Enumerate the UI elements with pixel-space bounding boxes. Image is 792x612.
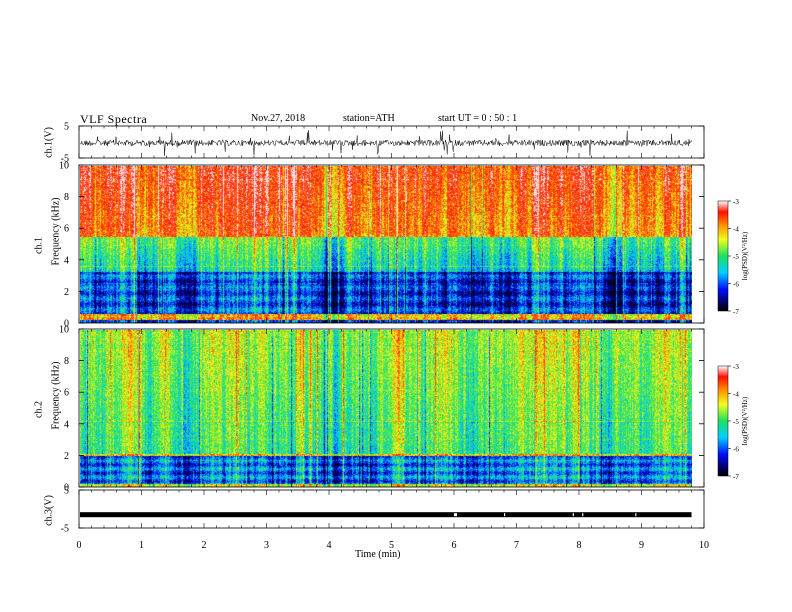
ch2-spec-label-top: ch.2 [33, 401, 45, 418]
ch2-spectrogram-panel: 0 2 4 6 8 10 [59, 325, 705, 494]
ch3-wave-y-tick-label: -5 [61, 524, 69, 535]
ch1-waveform-panel: 5 -5 [61, 122, 705, 165]
ch3-waveform-gap [454, 513, 457, 517]
x-tick-label: 9 [639, 540, 644, 551]
ch2-spectrogram-y-tick-label: 6 [64, 388, 69, 399]
ch2-colorbar-tick-label: -4 [733, 391, 739, 399]
ch2-colorbar: -3 -4 -5 -6 -7 [717, 363, 739, 481]
ch1-voltage-label: ch.1(V) [43, 127, 55, 158]
ch2-spectrogram-y-tick-label: 2 [64, 451, 69, 462]
x-tick-label: 7 [514, 540, 519, 551]
start-time-label: start UT = 0 : 50 : 1 [438, 113, 518, 124]
ch1-colorbar-tick-label: -7 [733, 308, 739, 316]
ch1-spectrogram-y-tick-label: 2 [64, 287, 69, 298]
ch1-colorbar-tick-label: -4 [733, 226, 739, 234]
ch1-spectrogram-y-tick-label: 6 [64, 224, 69, 235]
ch1-spectrogram-image [79, 165, 692, 323]
ch3-waveform-frame [78, 489, 705, 529]
ch1-colorbar: -3 -4 -5 -6 -7 [717, 198, 739, 316]
ch1-spectrogram-canvas [79, 165, 692, 323]
ch1-spectrogram-y-tick-label: 8 [64, 192, 69, 203]
ch3-waveform-gap [504, 513, 506, 517]
ch1-frequency-label: Frequency (kHz) [50, 197, 62, 266]
x-tick-label: 0 [77, 540, 82, 551]
ch2-frequency-label: Frequency (kHz) [50, 361, 62, 430]
x-tick-label: 2 [202, 540, 207, 551]
x-tick-label: 4 [327, 540, 332, 551]
ch1-wave-y-tick-label: 5 [64, 122, 69, 133]
chart-title: VLF Spectra [80, 112, 148, 126]
ch1-colorbar-tick-label: -6 [733, 281, 739, 289]
x-tick-label: 8 [577, 540, 582, 551]
ch2-spectrogram-image [79, 329, 692, 487]
ch2-colorbar-bar [717, 365, 729, 477]
ch3-waveform-panel: 5 -5 [61, 486, 705, 535]
ch2-colorbar-tick-label: -6 [733, 446, 739, 454]
x-axis: 0 1 2 3 4 5 6 7 8 9 10 [77, 540, 710, 551]
ch2-colorbar-tick-label: -7 [733, 473, 739, 481]
ch1-spectrogram-y-tick-label: 4 [64, 255, 69, 266]
ch3-voltage-label: ch.3(V) [43, 495, 55, 526]
ch1-colorbar-bar [717, 200, 729, 312]
ch3-waveform-gap [572, 513, 574, 517]
x-tick-label: 1 [139, 540, 144, 551]
x-tick-label: 3 [264, 540, 269, 551]
date-label: Nov.27, 2018 [251, 113, 306, 124]
ch2-colorbar-tick-label: -5 [733, 418, 739, 426]
ch3-waveform-gap [635, 513, 637, 517]
x-tick-label: 6 [452, 540, 457, 551]
ch2-spectrogram-y-tick-label: 8 [64, 356, 69, 367]
ch3-waveform-gap [582, 513, 584, 517]
ch2-spectrogram-canvas [79, 329, 692, 487]
ch3-wave-y-tick-label: 5 [64, 486, 69, 497]
ch2-spectrogram-y-tick-label: 0 [64, 483, 69, 494]
ch2-colorbar-label: log(PSD)(V²/Hz) [741, 396, 749, 446]
ch2-spectrogram-y-tick-label: 4 [64, 419, 69, 430]
ch1-colorbar-tick-label: -3 [733, 198, 739, 206]
ch1-spectrogram-y-tick-label: 0 [64, 319, 69, 330]
ch1-wave-y-tick-label: -5 [61, 154, 69, 165]
x-axis-label: Time (min) [355, 549, 401, 560]
ch1-colorbar-tick-label: -5 [733, 253, 739, 261]
ch2-colorbar-tick-label: -3 [733, 363, 739, 371]
ch1-spectrogram-y-tick-label: 10 [59, 161, 69, 172]
x-tick-label: 10 [699, 540, 709, 551]
x-tick-label: 5 [389, 540, 394, 551]
ch3-waveform-trace [80, 512, 692, 518]
ch1-spectrogram-panel: 0 2 4 6 8 10 [59, 161, 705, 330]
ch2-spectrogram-y-tick-label: 10 [59, 325, 69, 336]
ch1-waveform-trace [79, 130, 692, 156]
ch1-colorbar-label: log(PSD)(V²/Hz) [741, 231, 749, 281]
station-label: station=ATH [343, 113, 395, 124]
ch1-spec-label-top: ch.1 [33, 237, 45, 254]
